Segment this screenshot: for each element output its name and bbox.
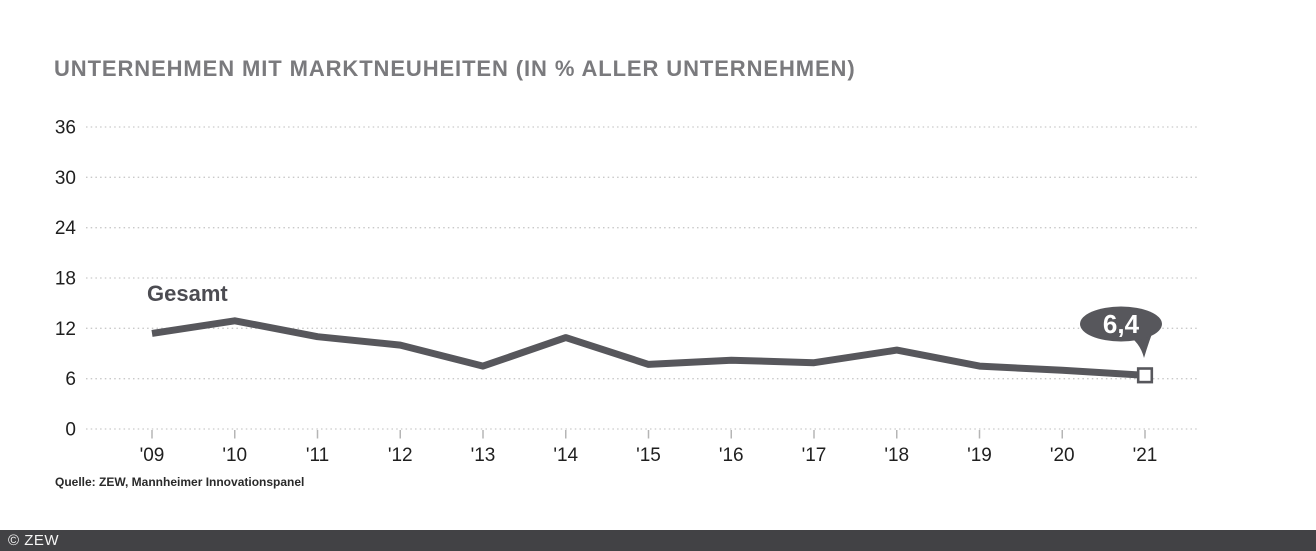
y-axis-label: 36	[55, 117, 76, 138]
footer-logo: © ZEW	[8, 532, 60, 549]
x-axis-label: '17	[802, 445, 827, 466]
y-axis-label: 12	[55, 319, 76, 340]
x-axis-label: '20	[1050, 445, 1075, 466]
y-axis-label: 24	[55, 218, 77, 239]
footer-bar: © ZEW	[0, 530, 1316, 551]
x-axis-label: '09	[140, 445, 165, 466]
x-axis-label: '13	[471, 445, 496, 466]
x-axis-label: '14	[553, 445, 578, 466]
x-axis-label: '21	[1133, 445, 1158, 466]
x-axis-label: '12	[388, 445, 413, 466]
y-axis-label: 18	[55, 268, 76, 289]
source-note: Quelle: ZEW, Mannheimer Innovationspanel	[55, 475, 305, 489]
callout-bubble	[1080, 306, 1162, 342]
x-axis-label: '19	[967, 445, 992, 466]
x-axis-label: '18	[884, 445, 909, 466]
series-label-gesamt: Gesamt	[147, 281, 228, 306]
series-line	[151, 317, 1146, 379]
x-axis-label: '11	[306, 445, 329, 466]
y-axis-label: 0	[65, 420, 76, 441]
callout-value: 6,4	[1103, 309, 1140, 339]
x-axis-label: '16	[719, 445, 744, 466]
x-axis-label: '15	[636, 445, 661, 466]
y-axis-label: 30	[55, 168, 76, 189]
y-axis-label: 6	[65, 369, 76, 390]
x-axis-label: '10	[222, 445, 247, 466]
chart-title: UNTERNEHMEN MIT MARKTNEUHEITEN (IN % ALL…	[54, 56, 856, 81]
end-marker	[1136, 367, 1154, 384]
